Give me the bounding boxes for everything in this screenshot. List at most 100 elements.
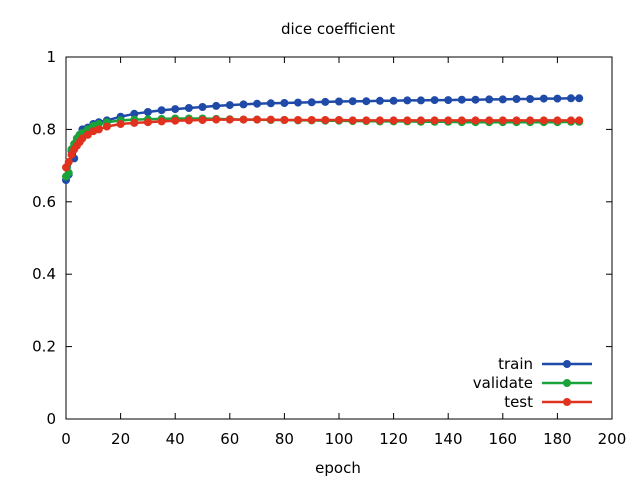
data-point-train [239, 100, 248, 109]
legend-label-train: train [498, 355, 533, 373]
data-point-train [143, 108, 152, 116]
data-point-test [102, 122, 111, 131]
y-tick-label: 1 [46, 48, 56, 66]
data-point-test [575, 116, 584, 125]
legend-label-test: test [504, 393, 533, 411]
x-tick-label: 200 [598, 430, 627, 448]
x-tick-label: 100 [325, 430, 354, 448]
data-point-train [512, 95, 521, 103]
data-point-test [130, 118, 139, 127]
data-point-train [416, 96, 425, 105]
data-point-train [471, 95, 480, 104]
data-point-test [143, 118, 152, 127]
y-tick-label: 0 [46, 410, 56, 428]
data-point-test [348, 116, 357, 125]
data-point-test [225, 115, 234, 124]
data-point-test [294, 116, 302, 124]
data-point-test [116, 120, 125, 128]
legend-marker-train [563, 360, 571, 368]
axis-ticks: 0 20 40 60 80 100 120 140 160 180 200 0 0.2 0.4 0.6 0.8… [32, 48, 626, 448]
y-tick-label: 0.6 [32, 193, 56, 211]
data-point-test [280, 116, 289, 124]
data-point-test [171, 116, 180, 125]
data-point-test [539, 116, 548, 125]
data-point-test [184, 116, 193, 125]
data-point-train [225, 101, 234, 110]
data-point-train [389, 96, 398, 105]
series-line-train [64, 97, 580, 181]
x-tick-label: 140 [434, 430, 463, 448]
x-tick-label: 20 [111, 430, 130, 448]
x-tick-label: 0 [61, 430, 71, 448]
series-validate [62, 114, 584, 181]
data-point-test [212, 115, 221, 124]
x-axis-label: epoch [315, 459, 361, 477]
data-point-train [539, 94, 548, 103]
y-tick-label: 0.4 [32, 265, 56, 283]
data-point-train [348, 97, 357, 106]
chart-title: dice coefficient [281, 20, 395, 38]
data-point-train [253, 99, 262, 108]
data-point-train [335, 97, 343, 106]
data-point-train [457, 95, 466, 104]
data-point-test [157, 117, 166, 126]
data-point-train [403, 96, 412, 105]
y-tick-label: 0.8 [32, 120, 56, 138]
data-point-test [416, 116, 425, 125]
x-tick-label: 180 [543, 430, 572, 448]
data-point-test [444, 116, 453, 125]
data-point-test [498, 116, 507, 125]
x-tick-label: 60 [220, 430, 239, 448]
data-point-test [389, 116, 398, 125]
y-tick-label: 0.2 [32, 338, 56, 356]
data-point-train [485, 95, 494, 104]
series-line-test [64, 118, 580, 168]
data-point-train [321, 97, 330, 106]
data-point-test [94, 125, 103, 134]
data-point-test [457, 116, 466, 125]
data-point-train [171, 105, 180, 114]
data-point-test [335, 116, 343, 124]
x-tick-label: 80 [275, 430, 294, 448]
data-point-test [321, 116, 330, 124]
legend-marker-test [563, 398, 571, 406]
data-point-test [198, 116, 207, 124]
data-point-test [239, 115, 248, 124]
legend-label-validate: validate [473, 374, 533, 392]
data-point-train [294, 98, 302, 107]
data-point-train [375, 96, 384, 105]
data-point-train [430, 96, 439, 105]
data-point-train [498, 95, 507, 104]
legend-marker-validate [563, 379, 571, 387]
series-line-validate [64, 117, 580, 178]
data-point-train [280, 99, 289, 107]
series-train [62, 94, 584, 185]
x-tick-label: 40 [166, 430, 185, 448]
data-point-test [403, 116, 412, 125]
data-point-train [553, 94, 562, 103]
data-point-test [307, 116, 316, 124]
data-point-test [471, 116, 480, 125]
data-point-train [157, 106, 166, 115]
data-point-test [512, 116, 521, 125]
data-point-test [253, 115, 262, 124]
data-point-train [198, 103, 207, 111]
x-tick-label: 160 [488, 430, 517, 448]
series-layer [62, 94, 584, 185]
data-point-test [553, 116, 562, 125]
data-point-train [575, 94, 584, 103]
data-point-test [64, 158, 73, 166]
data-point-train [567, 94, 575, 103]
data-point-train [444, 96, 453, 105]
data-point-train [184, 104, 193, 112]
data-point-test [485, 116, 494, 125]
data-point-train [526, 95, 535, 103]
data-point-test [362, 116, 371, 125]
data-point-train [212, 101, 221, 110]
data-point-test [375, 116, 384, 125]
data-point-test [430, 116, 439, 125]
data-point-train [266, 99, 275, 108]
x-tick-label: 120 [379, 430, 408, 448]
